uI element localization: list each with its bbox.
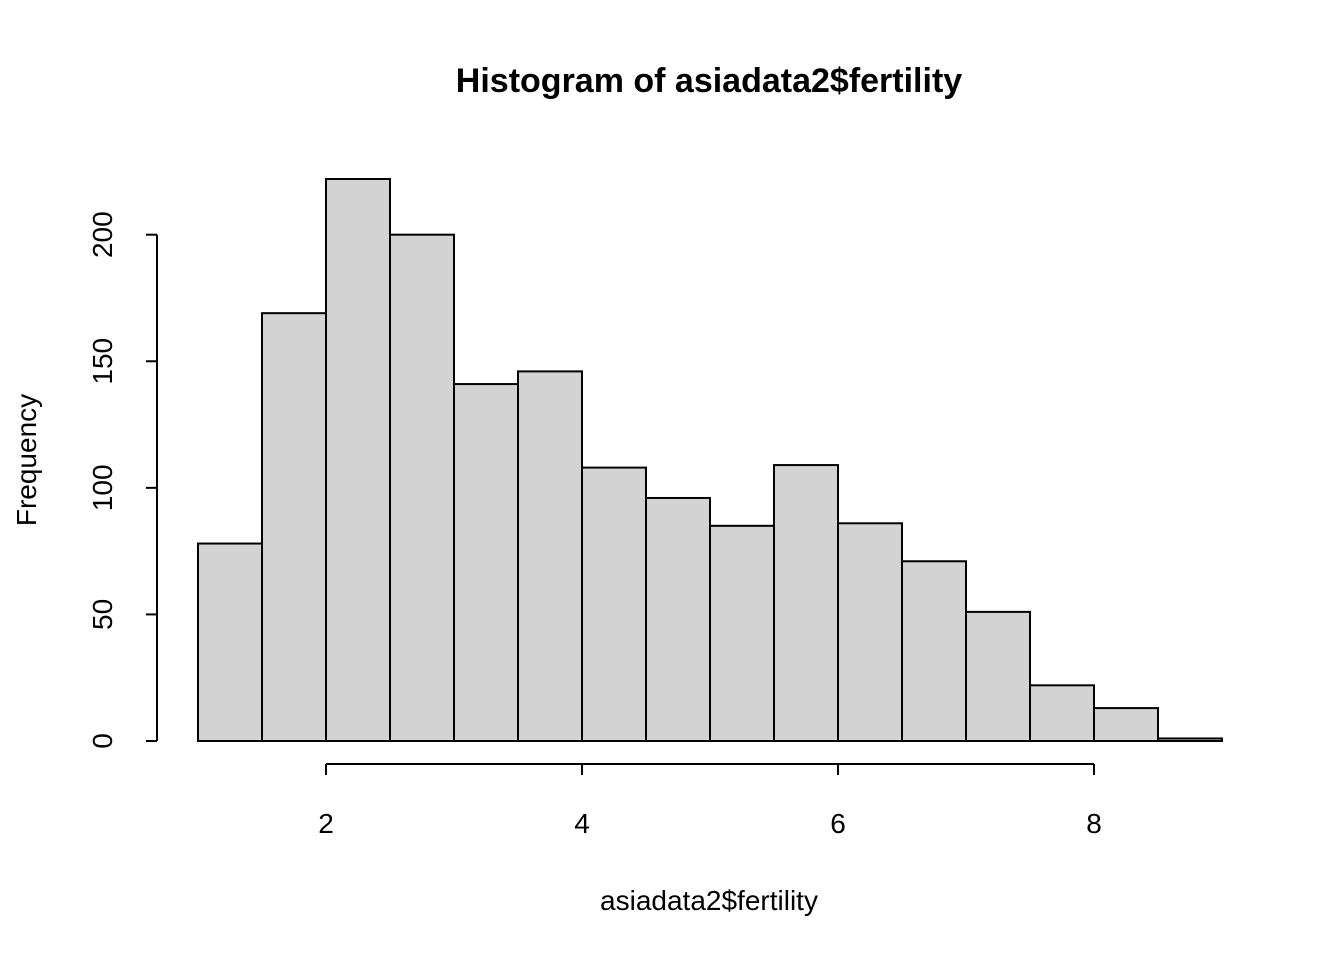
y-tick-label-100: 100 [87, 464, 118, 511]
chart-title: Histogram of asiadata2$fertility [456, 62, 962, 100]
histogram-bar-11 [901, 560, 967, 743]
histogram-bar-5 [517, 370, 583, 742]
histogram-bar-14 [1093, 707, 1159, 742]
histogram-bar-3 [389, 233, 455, 742]
histogram-bar-6 [581, 466, 647, 742]
x-tick-label-2: 2 [318, 808, 334, 839]
y-tick-label-200: 200 [87, 211, 118, 258]
x-tick-label-6: 6 [830, 808, 846, 839]
y-tick-label-50: 50 [87, 599, 118, 630]
bars-group [197, 178, 1223, 743]
histogram-bar-8 [709, 524, 775, 742]
y-axis-label: Frequency [11, 394, 42, 526]
histogram-bar-0 [197, 542, 263, 742]
x-tick-label-8: 8 [1086, 808, 1102, 839]
x-axis-label: asiadata2$fertility [600, 885, 818, 916]
histogram-bar-4 [453, 383, 519, 742]
histogram-bar-15 [1157, 737, 1223, 742]
y-tick-label-150: 150 [87, 338, 118, 385]
x-tick-label-4: 4 [574, 808, 590, 839]
histogram-bar-10 [837, 522, 903, 742]
x-axis: 2 4 6 8 [318, 763, 1102, 839]
histogram-bar-12 [965, 610, 1031, 743]
histogram-bar-7 [645, 496, 711, 742]
y-tick-label-0: 0 [87, 733, 118, 749]
histogram-bar-1 [261, 312, 327, 742]
histogram-bar-13 [1029, 684, 1095, 743]
y-axis: 0 50 100 150 200 [87, 211, 158, 749]
histogram-bar-2 [325, 178, 391, 742]
histogram-bar-9 [773, 464, 839, 742]
